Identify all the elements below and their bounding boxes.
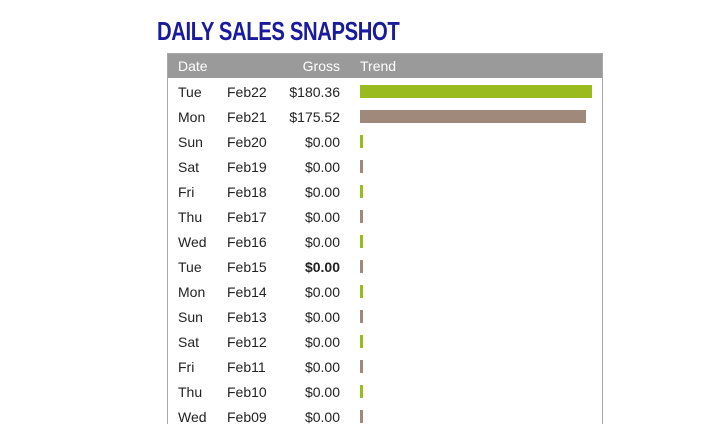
row-day: Mon [178, 284, 206, 300]
row-day: Sat [178, 334, 200, 350]
table-row: Thu Feb17 $0.00 [168, 205, 602, 230]
trend-bar [360, 385, 363, 398]
trend-bar [360, 235, 363, 248]
row-date: Feb20 [227, 134, 267, 150]
row-gross: $0.00 [304, 209, 340, 225]
trend-bar [360, 135, 363, 148]
table-row: Mon Feb14 $0.00 [168, 280, 602, 305]
row-gross: $0.00 [304, 134, 340, 150]
row-day: Sun [178, 134, 203, 150]
table-row: Tue Feb15 $0.00 [168, 255, 602, 280]
row-day: Wed [178, 234, 207, 250]
row-date: Feb17 [227, 209, 267, 225]
sales-table: Date Gross Trend Tue Feb22 $180.36 Mon Feb21… [167, 53, 603, 424]
row-date: Feb15 [227, 259, 267, 275]
row-day: Tue [178, 84, 202, 100]
table-row: Thu Feb10 $0.00 [168, 380, 602, 405]
header-trend: Trend [360, 58, 397, 74]
table-row: Fri Feb18 $0.00 [168, 180, 602, 205]
row-gross: $0.00 [304, 284, 340, 300]
row-day: Fri [178, 359, 195, 375]
header-gross: Gross [302, 58, 340, 74]
trend-bar [360, 410, 363, 423]
page-title: DAILY SALES SNAPSHOT [157, 16, 400, 46]
row-gross: $0.00 [304, 259, 340, 275]
trend-bar [360, 210, 363, 223]
trend-bar [360, 310, 363, 323]
row-gross: $0.00 [304, 309, 340, 325]
row-gross: $0.00 [304, 384, 340, 400]
row-date: Feb14 [227, 284, 267, 300]
table-row: Wed Feb16 $0.00 [168, 230, 602, 255]
row-day: Tue [178, 259, 202, 275]
row-gross: $0.00 [304, 184, 340, 200]
row-day: Sun [178, 309, 203, 325]
row-day: Thu [178, 384, 203, 400]
row-date: Feb09 [227, 409, 267, 424]
row-date: Feb10 [227, 384, 267, 400]
row-day: Thu [178, 209, 203, 225]
row-date: Feb13 [227, 309, 267, 325]
row-date: Feb22 [227, 84, 267, 100]
row-day: Mon [178, 109, 206, 125]
table-row: Sat Feb19 $0.00 [168, 155, 602, 180]
row-gross: $175.52 [289, 109, 340, 125]
row-date: Feb12 [227, 334, 267, 350]
row-date: Feb19 [227, 159, 267, 175]
trend-bar [360, 110, 586, 123]
trend-bar [360, 335, 363, 348]
row-date: Feb11 [227, 359, 266, 375]
trend-bar [360, 260, 363, 273]
header-date: Date [178, 58, 208, 74]
table-row: Sat Feb12 $0.00 [168, 330, 602, 355]
row-gross: $0.00 [304, 409, 340, 424]
trend-bar [360, 285, 363, 298]
table-row: Tue Feb22 $180.36 [168, 80, 602, 105]
table-header: Date Gross Trend [168, 54, 602, 78]
trend-bar [360, 160, 363, 173]
trend-bar [360, 85, 592, 98]
table-row: Sun Feb13 $0.00 [168, 305, 602, 330]
row-gross: $180.36 [289, 84, 340, 100]
table-row: Sun Feb20 $0.00 [168, 130, 602, 155]
row-gross: $0.00 [304, 234, 340, 250]
table-row: Mon Feb21 $175.52 [168, 105, 602, 130]
row-gross: $0.00 [304, 359, 340, 375]
row-date: Feb16 [227, 234, 267, 250]
row-day: Wed [178, 409, 207, 424]
trend-bar [360, 360, 363, 373]
table-body: Tue Feb22 $180.36 Mon Feb21 $175.52 Sun Feb20 $0… [168, 78, 602, 424]
row-gross: $0.00 [304, 159, 340, 175]
row-day: Fri [178, 184, 195, 200]
row-date: Feb18 [227, 184, 267, 200]
row-date: Feb21 [227, 109, 267, 125]
trend-bar [360, 185, 363, 198]
row-gross: $0.00 [304, 334, 340, 350]
table-row: Fri Feb11 $0.00 [168, 355, 602, 380]
row-day: Sat [178, 159, 200, 175]
table-row: Wed Feb09 $0.00 [168, 405, 602, 424]
